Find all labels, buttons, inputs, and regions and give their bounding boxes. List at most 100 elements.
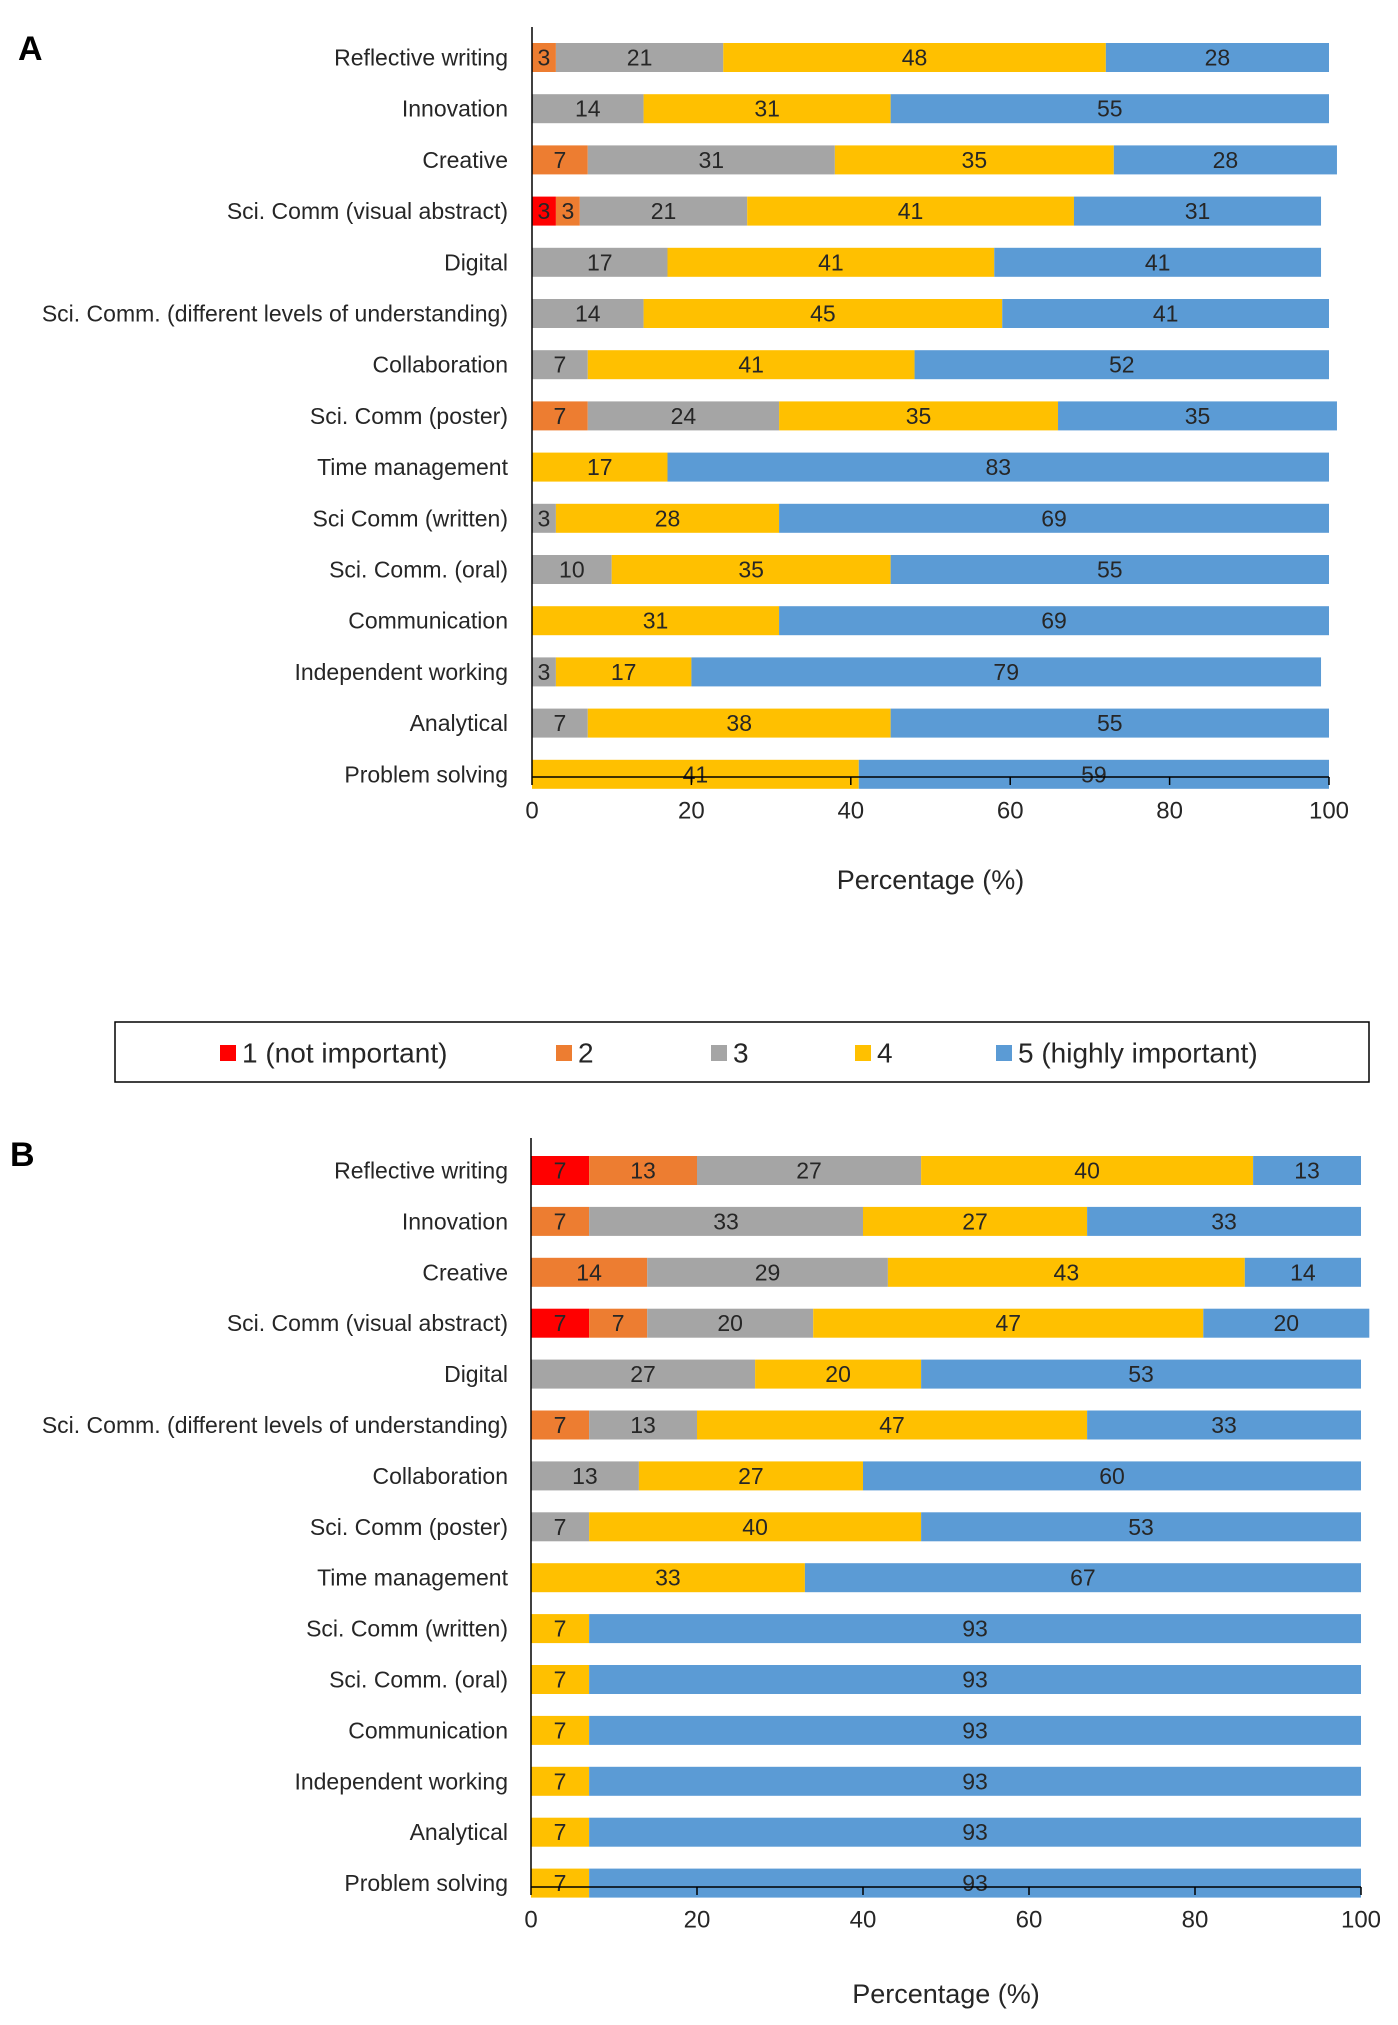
chart-a-bar-sci-comm-poster-s2 [532, 401, 588, 431]
chart-b-bar-sci-comm-oral-s5 [589, 1665, 1361, 1694]
chart-b-data-label-sci-comm-poster-s3: 7 [554, 1514, 567, 1540]
chart-b-bar-creative-s4 [887, 1257, 1245, 1287]
chart-b-data-label-sci-comm-visual-abstract-s5: 20 [1274, 1310, 1300, 1336]
chart-b-bar-innovation-s5 [1087, 1206, 1361, 1236]
chart-a-data-label-sci-comm-written-s5: 69 [1041, 505, 1067, 531]
chart-b-x-tick-label-100: 100 [1341, 1907, 1381, 1934]
chart-a-panel-label: A [18, 30, 43, 68]
chart-a-bar-sci-comm-visual-abstract-s5 [1073, 196, 1322, 226]
chart-b-bar-analytical-s5 [589, 1817, 1361, 1847]
chart-b-data-label-reflective-writing-s3: 27 [796, 1158, 822, 1184]
chart-b-data-label-reflective-writing-s4: 40 [1074, 1158, 1100, 1184]
chart-b-bar-digital-s4 [755, 1359, 922, 1389]
chart-b-category-label-independent-working: Independent working [294, 1768, 508, 1794]
chart-a-bar-time-management-s5 [667, 452, 1329, 482]
chart-b-data-label-time-management-s5: 67 [1070, 1565, 1096, 1591]
chart-a-data-label-time-management-s4: 17 [587, 454, 613, 480]
chart-a-x-tick-label-20: 20 [678, 798, 705, 825]
chart-b-bar-independent-working-s5 [589, 1766, 1361, 1796]
chart-a-data-label-sci-comm-written-s3: 3 [538, 505, 551, 531]
chart-b-bar-sci-comm-visual-abstract-s2 [589, 1308, 648, 1338]
chart-b-bar-independent-working-s4 [531, 1766, 590, 1796]
chart-b-data-label-innovation-s5: 33 [1211, 1208, 1237, 1234]
legend-swatch-5 [996, 1045, 1012, 1061]
chart-a-bar-reflective-writing-s5 [1105, 43, 1329, 72]
chart-b-bar-sci-comm-poster-s5 [921, 1512, 1361, 1542]
chart-a-bar-sci-comm-different-levels-of-understanding-s4 [643, 299, 1003, 328]
chart-a-data-label-reflective-writing-s2: 3 [538, 45, 551, 71]
chart-b-data-label-sci-comm-visual-abstract-s1: 7 [554, 1310, 567, 1336]
chart-b-x-tick-label-60: 60 [1016, 1907, 1043, 1934]
chart-a-x-tick-label-100: 100 [1309, 798, 1349, 825]
legend-swatch-1 [220, 1045, 236, 1061]
legend-swatch-4 [855, 1045, 871, 1061]
chart-b-data-label-innovation-s3: 33 [713, 1208, 739, 1234]
chart-a-bar-sci-comm-different-levels-of-understanding-s3 [532, 299, 644, 328]
chart-b-bar-digital-s3 [531, 1359, 756, 1389]
chart-b-data-label-digital-s3: 27 [630, 1361, 656, 1387]
chart-b-data-label-sci-comm-different-levels-of-understanding-s3: 13 [630, 1412, 656, 1438]
chart-a-data-label-sci-comm-oral-s4: 35 [738, 557, 764, 583]
chart-a-bar-creative-s3 [587, 145, 835, 175]
chart-b-bar-sci-comm-written-s5 [589, 1614, 1361, 1644]
chart-b-bar-collaboration-s3 [531, 1461, 639, 1491]
chart-a-data-label-sci-comm-poster-s2: 7 [553, 403, 566, 429]
chart-a-category-label-digital: Digital [444, 249, 508, 275]
chart-b-bar-sci-comm-different-levels-of-understanding-s4 [697, 1410, 1088, 1440]
legend-label-1: 1 (not important) [242, 1038, 447, 1069]
chart-b-bar-digital-s5 [921, 1359, 1361, 1389]
chart-a-bar-sci-comm-visual-abstract-s3 [579, 196, 748, 226]
chart-b-x-tick-label-20: 20 [684, 1907, 711, 1934]
chart-a-data-label-creative-s2: 7 [553, 147, 566, 173]
chart-a-bar-sci-comm-written-s5 [779, 503, 1329, 533]
legend: 1 (not important) 2 3 4 5 (highly important) [114, 1021, 1370, 1083]
chart-a-bar-sci-comm-oral-s3 [532, 555, 612, 584]
chart-b-data-label-sci-comm-different-levels-of-understanding-s2: 7 [554, 1412, 567, 1438]
chart-b-category-label-problem-solving: Problem solving [344, 1870, 508, 1896]
chart-b-category-label-collaboration: Collaboration [372, 1463, 508, 1489]
legend-label-5: 5 (highly important) [1018, 1038, 1258, 1069]
chart-a-data-label-digital-s4: 41 [818, 249, 844, 275]
chart-b-category-label-reflective-writing: Reflective writing [334, 1158, 508, 1184]
chart-b-data-label-problem-solving-s5: 93 [962, 1870, 988, 1896]
legend-swatch-2 [556, 1045, 572, 1061]
chart-b-bar-sci-comm-visual-abstract-s1 [531, 1308, 590, 1338]
chart-a-bar-sci-comm-poster-s3 [587, 401, 780, 431]
chart-b-category-label-sci-comm-written: Sci. Comm (written) [306, 1616, 508, 1642]
chart-a-bar-analytical-s3 [532, 708, 588, 738]
chart-b-data-label-sci-comm-poster-s4: 40 [742, 1514, 768, 1540]
chart-a-data-label-digital-s3: 17 [587, 249, 613, 275]
chart-a-bar-sci-comm-written-s4 [555, 503, 780, 533]
chart-a-category-label-sci-comm-visual-abstract: Sci. Comm (visual abstract) [227, 198, 508, 224]
chart-a-data-label-time-management-s5: 83 [985, 454, 1011, 480]
chart-a-category-label-sci-comm-oral: Sci. Comm. (oral) [329, 557, 508, 583]
chart-b-data-label-creative-s3: 29 [755, 1259, 781, 1285]
legend-box [114, 1021, 1370, 1083]
chart-b-data-label-sci-comm-oral-s5: 93 [962, 1667, 988, 1693]
chart-b-category-label-communication: Communication [348, 1717, 508, 1743]
chart-a-category-label-sci-comm-different-levels-of-understanding: Sci. Comm. (different levels of understa… [42, 301, 508, 327]
chart-a-category-label-innovation: Innovation [402, 96, 508, 122]
chart-a-data-label-independent-working-s4: 17 [611, 659, 637, 685]
chart-a-data-label-sci-comm-visual-abstract-s1: 3 [538, 198, 551, 224]
chart-b-category-label-time-management: Time management [317, 1565, 509, 1591]
chart-a-data-label-creative-s5: 28 [1213, 147, 1239, 173]
chart-a-bar-independent-working-s5 [691, 657, 1322, 687]
chart-a-bar-collaboration-s4 [587, 350, 915, 380]
chart-b-bar-creative-s2 [531, 1257, 648, 1287]
chart-b-bar-creative-s3 [647, 1257, 888, 1287]
chart-b-category-label-innovation: Innovation [402, 1208, 508, 1234]
chart-a-data-label-sci-comm-poster-s5: 35 [1185, 403, 1211, 429]
chart-b-bar-problem-solving-s4 [531, 1868, 590, 1898]
chart-a-data-label-analytical-s3: 7 [553, 710, 566, 736]
chart-a-data-label-sci-comm-different-levels-of-understanding-s4: 45 [810, 301, 836, 327]
chart-a-data-label-collaboration-s5: 52 [1109, 352, 1135, 378]
chart-b-bar-analytical-s4 [531, 1817, 590, 1847]
chart-b-category-label-digital: Digital [444, 1361, 508, 1387]
chart-b-bar-problem-solving-s5 [589, 1868, 1361, 1898]
chart-a-x-axis-title: Percentage (%) [837, 865, 1025, 895]
chart-a-bar-communication-s4 [532, 606, 780, 636]
chart-a-x-tick-label-0: 0 [525, 798, 538, 825]
